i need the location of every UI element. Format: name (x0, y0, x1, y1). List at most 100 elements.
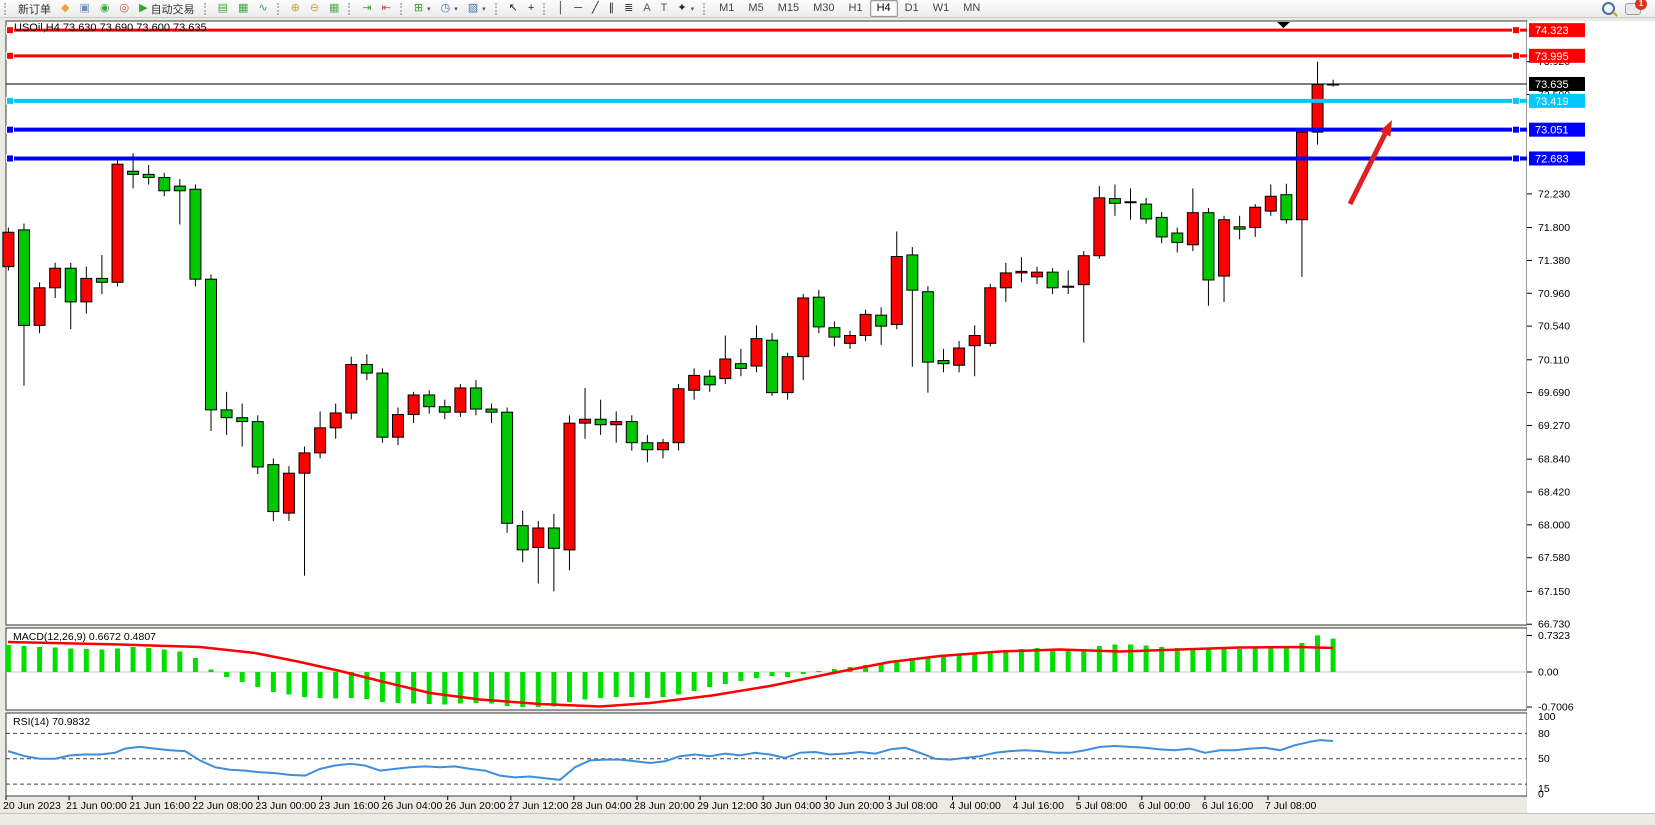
svg-text:68.840: 68.840 (1538, 454, 1570, 466)
macd-pane[interactable] (5, 627, 1528, 711)
zoom-out-icon[interactable]: ⊖ (305, 0, 324, 18)
chevron-down-icon[interactable]: ▾ (427, 5, 431, 13)
macd-bar (863, 665, 869, 672)
horizontal-line-icon[interactable]: ─ (569, 0, 587, 18)
signal-icon[interactable]: ◉ (95, 0, 115, 18)
arrows-icon[interactable]: ✦ ▾ (672, 0, 699, 18)
candle (1031, 271, 1044, 278)
line-handle[interactable] (1512, 154, 1520, 163)
timeframe-h4[interactable]: H4 (869, 0, 898, 17)
price-badge (1529, 93, 1585, 108)
svg-text:69.690: 69.690 (1538, 387, 1570, 399)
timeframe-m30[interactable]: M30 (813, 2, 835, 14)
crystal-icon[interactable]: ◆ (56, 0, 74, 18)
indicators-icon[interactable]: ⊞ ▾ (409, 0, 436, 18)
candle (454, 387, 467, 413)
vertical-line-icon[interactable]: │ (552, 0, 569, 18)
templates-icon[interactable]: ▧ ▾ (463, 0, 491, 18)
price-badge (1529, 151, 1585, 166)
price-axis[interactable] (1527, 21, 1655, 813)
notifications-icon[interactable]: 1 (1625, 0, 1647, 15)
toolbar-separator (348, 2, 354, 15)
autotrading-button[interactable]: ▶ 自动交易 (134, 0, 199, 18)
line-handle[interactable] (1512, 51, 1520, 60)
fibonacci-icon[interactable]: ≣ (619, 0, 638, 18)
line-handle[interactable] (6, 125, 14, 134)
search-icon[interactable] (1602, 2, 1615, 15)
trend-arrow[interactable] (1347, 120, 1392, 206)
periods-icon[interactable]: ◷ ▾ (436, 0, 463, 18)
candle (173, 185, 186, 192)
timeframe-d1[interactable]: D1 (904, 2, 919, 14)
main-pane[interactable] (5, 20, 1528, 626)
timeframe-w1[interactable]: W1 (932, 2, 950, 14)
candle (438, 406, 451, 413)
publish-chart-icon[interactable]: ▣ (74, 0, 94, 18)
timeframe-m15[interactable]: M15 (777, 2, 800, 14)
autotrading-button: ▶ (139, 2, 148, 14)
periods-icon: ◷ (440, 2, 451, 14)
macd-bar (1268, 647, 1274, 672)
signal-icon: ◉ (99, 2, 110, 14)
svg-text:74.323: 74.323 (1535, 25, 1569, 37)
macd-bar (5, 645, 11, 672)
macd-bar (1018, 649, 1024, 672)
candle (267, 464, 280, 513)
macd-bar (925, 657, 931, 672)
trendline-icon[interactable]: ╱ (587, 0, 604, 18)
chart-window[interactable]: 73.92073.50072.23071.80071.38070.96070.5… (0, 18, 1655, 813)
timeframe-m5[interactable]: M5 (748, 2, 764, 14)
bar-chart-icon[interactable]: ▤ (213, 0, 233, 18)
time-label: 30 Jun 20:00 (823, 800, 884, 812)
macd-bar (1065, 649, 1071, 672)
autoscroll-icon[interactable]: ⇥ (357, 0, 376, 18)
timeframe-h1[interactable]: H1 (848, 2, 863, 14)
candle (220, 409, 233, 419)
line-handle[interactable] (6, 51, 14, 60)
crosshair-icon[interactable]: + (523, 0, 539, 18)
equidistant-channel-icon[interactable]: ∥ (604, 0, 620, 18)
candle (17, 229, 30, 326)
new-order-button[interactable]: 新订单 (13, 0, 56, 18)
svg-text:72.230: 72.230 (1538, 188, 1570, 200)
timeframe-mn[interactable]: MN (963, 2, 981, 14)
scroll-marker-icon[interactable] (1277, 22, 1290, 28)
community-icon[interactable]: ◎ (114, 0, 134, 18)
chevron-down-icon[interactable]: ▾ (690, 5, 695, 13)
candlestick-chart-icon[interactable]: ▦ (233, 0, 253, 18)
candlestick-series (2, 61, 1340, 592)
timeframe-m1[interactable]: M1 (719, 2, 735, 14)
macd-bar (1299, 643, 1305, 672)
macd-bar (1050, 648, 1056, 672)
candle (33, 287, 46, 326)
tile-windows-icon[interactable]: ▦ (324, 0, 344, 18)
line-handle[interactable] (6, 154, 14, 163)
time-axis[interactable]: 20 Jun 2023 21 Jun 00:00 21 Jun 16:00 22 Ju… (3, 796, 1317, 812)
zoom-in-icon[interactable]: ⊕ (286, 0, 305, 18)
candle (1093, 197, 1106, 257)
line-handle[interactable] (1512, 26, 1520, 35)
macd-bar (738, 672, 744, 681)
svg-text:68.420: 68.420 (1538, 486, 1570, 498)
candle (314, 427, 327, 454)
macd-bar (1252, 648, 1258, 672)
line-handle[interactable] (6, 96, 14, 105)
macd-bar (52, 647, 58, 672)
line-handle[interactable] (1512, 96, 1520, 105)
line-chart-icon[interactable]: ∿ (253, 0, 272, 18)
price-badge (1529, 48, 1585, 63)
text-icon[interactable]: A (638, 0, 655, 18)
candle (236, 417, 249, 423)
chevron-down-icon[interactable]: ▾ (482, 5, 486, 13)
line-handle[interactable] (1512, 125, 1520, 134)
chevron-down-icon[interactable]: ▾ (454, 5, 458, 13)
chart-shift-icon[interactable]: ⇤ (377, 0, 396, 18)
cursor-icon[interactable]: ↖ (504, 0, 523, 18)
chart-canvas[interactable]: 73.92073.50072.23071.80071.38070.96070.5… (0, 18, 1655, 813)
toolbar-group: ↖ + (491, 0, 540, 17)
line-handle[interactable] (6, 26, 14, 35)
text-label-icon[interactable]: T (656, 0, 673, 18)
time-label: 5 Jul 08:00 (1076, 800, 1128, 812)
macd-bar (972, 654, 978, 672)
candle (1186, 212, 1199, 246)
